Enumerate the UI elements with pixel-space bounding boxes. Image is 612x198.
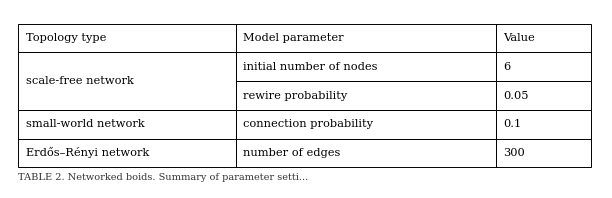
Text: Value: Value (503, 33, 535, 43)
Bar (18, 52, 236, 110)
Text: 0.05: 0.05 (503, 90, 529, 101)
Bar (236, 24, 496, 52)
Bar (236, 139, 496, 167)
Text: initial number of nodes: initial number of nodes (243, 62, 378, 72)
Bar (236, 110, 496, 139)
Text: scale-free network: scale-free network (26, 76, 133, 86)
Bar (496, 24, 591, 52)
Text: 6: 6 (503, 62, 510, 72)
Text: Model parameter: Model parameter (243, 33, 343, 43)
Bar (18, 24, 236, 52)
Bar (496, 110, 591, 139)
Text: rewire probability: rewire probability (243, 90, 347, 101)
Text: number of edges: number of edges (243, 148, 340, 158)
Bar (496, 81, 591, 110)
Bar (236, 52, 496, 81)
Bar (236, 81, 496, 110)
Text: 300: 300 (503, 148, 525, 158)
Text: small-world network: small-world network (26, 119, 144, 129)
Text: connection probability: connection probability (243, 119, 373, 129)
Text: 0.1: 0.1 (503, 119, 521, 129)
Text: Erdős–Rényi network: Erdős–Rényi network (26, 148, 149, 158)
Text: TABLE 2. Networked boids. Summary of parameter setti...: TABLE 2. Networked boids. Summary of par… (18, 173, 308, 182)
Bar (18, 139, 236, 167)
Bar (18, 110, 236, 139)
Bar (496, 52, 591, 81)
Bar (496, 139, 591, 167)
Text: Topology type: Topology type (26, 33, 106, 43)
